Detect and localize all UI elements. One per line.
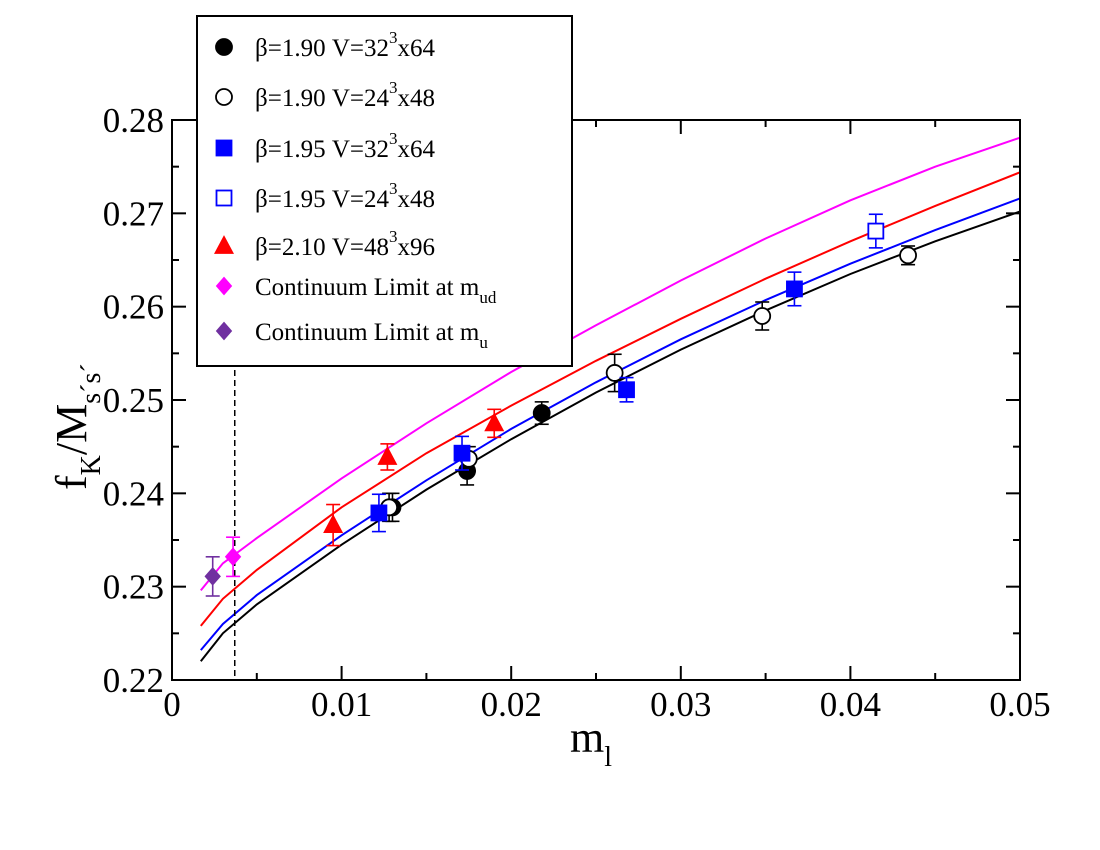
legend-superscript: 3	[389, 179, 398, 198]
legend-text: β=1.95 V=32	[255, 136, 389, 163]
x-tick-label: 0	[163, 685, 181, 724]
fit-blue	[200, 197, 1021, 651]
b195_32-point	[618, 381, 635, 399]
b210_48-point	[323, 514, 344, 533]
b190_24-legend-symbol	[215, 88, 233, 106]
y-axis-title-main: /M	[47, 404, 96, 455]
cont_ud-point	[224, 547, 242, 567]
x-axis-title-sub: l	[604, 742, 612, 773]
x-tick-label: 0.02	[481, 685, 542, 724]
cont_u-legend-symbol	[215, 321, 233, 341]
b210_48-legend-label: β=2.10 V=483x96	[255, 227, 435, 261]
y-tick-label: 0.27	[103, 194, 164, 233]
data-points	[204, 213, 917, 597]
legend-text: β=1.90 V=32	[255, 35, 389, 62]
b195_32-point	[786, 280, 803, 298]
b210_48-point	[377, 446, 398, 465]
legend-superscript: 3	[389, 28, 398, 47]
legend-box	[196, 15, 573, 367]
cont_u-point	[204, 567, 221, 586]
cont_ud-legend-label: Continuum Limit at mud	[255, 274, 497, 307]
legend-text: Continuum Limit at m	[255, 274, 480, 301]
b190_24-point	[605, 364, 624, 382]
x-axis-title: ml	[570, 713, 612, 773]
x-tick-label: 0.04	[820, 685, 881, 724]
b195_32-point	[453, 444, 471, 462]
legend-text: x48	[397, 85, 435, 112]
y-axis-title: fK/Ms´s´	[47, 363, 107, 490]
b195_32-point	[370, 504, 388, 522]
b190_32-legend-label: β=1.90 V=323x64	[255, 28, 435, 62]
y-axis-title-sub: s´s´	[76, 363, 107, 403]
legend-subscript: ud	[479, 288, 497, 307]
cont_u-legend-label: Continuum Limit at mu	[255, 319, 488, 352]
y-axis-title-main: f	[47, 475, 96, 490]
y-tick-label: 0.28	[103, 101, 164, 140]
legend-text: β=1.90 V=24	[255, 85, 389, 112]
b195_24-point	[867, 222, 885, 240]
axis-ticks: 0 0.01 0.02 0.03 0.04 0.05 0.22 0.23 0.24 0.25 0.2…	[103, 101, 1051, 724]
x-tick-label: 0.01	[311, 685, 372, 724]
y-axis-title-sub: K	[76, 455, 107, 475]
legend-text: Continuum Limit at m	[255, 319, 480, 346]
y-tick-label: 0.24	[103, 474, 164, 513]
b190_24-legend-label: β=1.90 V=243x48	[255, 78, 435, 112]
legend-superscript: 3	[389, 78, 398, 97]
b195_32-legend-symbol	[215, 139, 233, 157]
cont_ud-legend-symbol	[215, 276, 233, 296]
b210_48-legend-symbol	[214, 235, 234, 254]
legend-text: β=2.10 V=48	[255, 234, 389, 261]
b195_32-legend-label: β=1.95 V=323x64	[255, 129, 435, 163]
legend-text: x96	[397, 234, 435, 261]
fit-red	[200, 171, 1021, 627]
y-tick-label: 0.23	[103, 568, 164, 607]
b195_24-legend-symbol	[215, 189, 233, 207]
legend-text: β=1.95 V=24	[255, 186, 389, 213]
legend-text: x48	[397, 186, 435, 213]
legend-subscript: u	[479, 333, 488, 352]
legend-text: x64	[397, 35, 435, 62]
y-tick-label: 0.26	[103, 288, 164, 327]
b190_24-point	[899, 246, 917, 265]
b210_48-point	[484, 412, 505, 432]
b190_24-point	[753, 307, 772, 325]
legend-text: x64	[397, 136, 435, 163]
axis-titles: ml fK/Ms´s´	[47, 363, 612, 773]
b190_32-point	[532, 404, 551, 422]
b195_24-legend-label: β=1.95 V=243x48	[255, 179, 435, 213]
x-tick-label: 0.03	[650, 685, 711, 724]
y-tick-label: 0.22	[103, 661, 164, 700]
fit-black	[200, 210, 1021, 662]
b190_32-legend-symbol	[215, 38, 233, 56]
y-tick-label: 0.25	[103, 381, 164, 420]
legend-superscript: 3	[389, 227, 398, 246]
legend-superscript: 3	[389, 129, 398, 148]
x-axis-title-main: m	[570, 713, 604, 762]
x-tick-label: 0.05	[989, 685, 1050, 724]
